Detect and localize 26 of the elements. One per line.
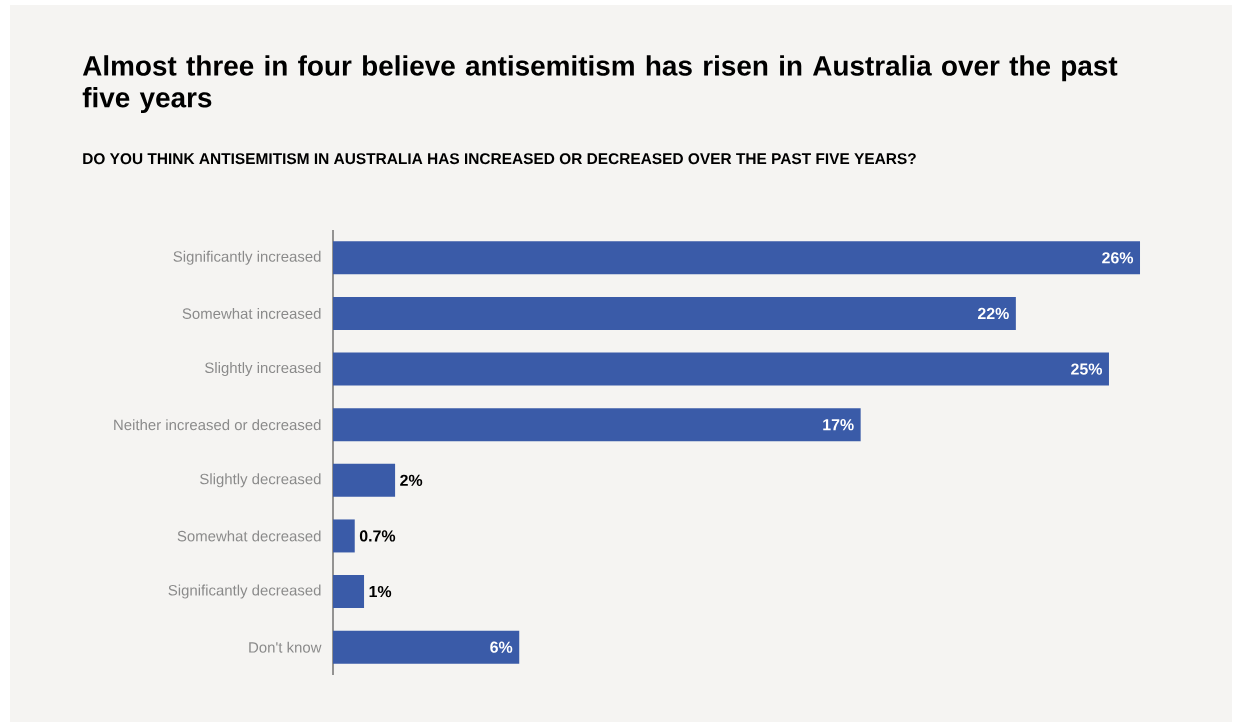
- data-label: 25%: [1071, 363, 1103, 375]
- y-tick-label: Significantly decreased: [168, 584, 321, 599]
- y-tick-label: Significantly increased: [173, 250, 321, 265]
- y-tick-label: Neither increased or decreased: [114, 419, 321, 431]
- y-tick-label: Somewhat decreased: [177, 530, 321, 542]
- bar: [333, 575, 365, 609]
- data-label: 22%: [977, 307, 1009, 320]
- bar: [333, 463, 396, 497]
- data-label: 6%: [490, 641, 513, 653]
- bar: [333, 352, 1109, 386]
- chart-subtitle: DO YOU THINK ANTISEMITISM IN AUSTRALIA HAS INCREASED OR DECREASED OVER THE PAST FIVE YEARS?: [83, 153, 916, 165]
- bar: [333, 408, 861, 442]
- data-label: 1%: [369, 585, 392, 598]
- data-label: 2%: [400, 474, 423, 486]
- bar: [333, 519, 355, 553]
- y-tick-label: Don't know: [249, 641, 322, 653]
- bar: [333, 630, 520, 664]
- data-label: 26%: [1102, 252, 1134, 264]
- y-tick-label: Somewhat increased: [182, 307, 321, 319]
- bar: [333, 241, 1141, 275]
- chart-title: Almost three in four believe antisemitism has risen in Australia over the past five years: [82, 55, 1118, 114]
- data-label: 0.7%: [359, 530, 396, 542]
- data-label: 17%: [823, 419, 854, 431]
- bar: [333, 296, 1016, 330]
- y-tick-label: Slightly increased: [205, 362, 321, 377]
- y-tick-label: Slightly decreased: [200, 473, 321, 488]
